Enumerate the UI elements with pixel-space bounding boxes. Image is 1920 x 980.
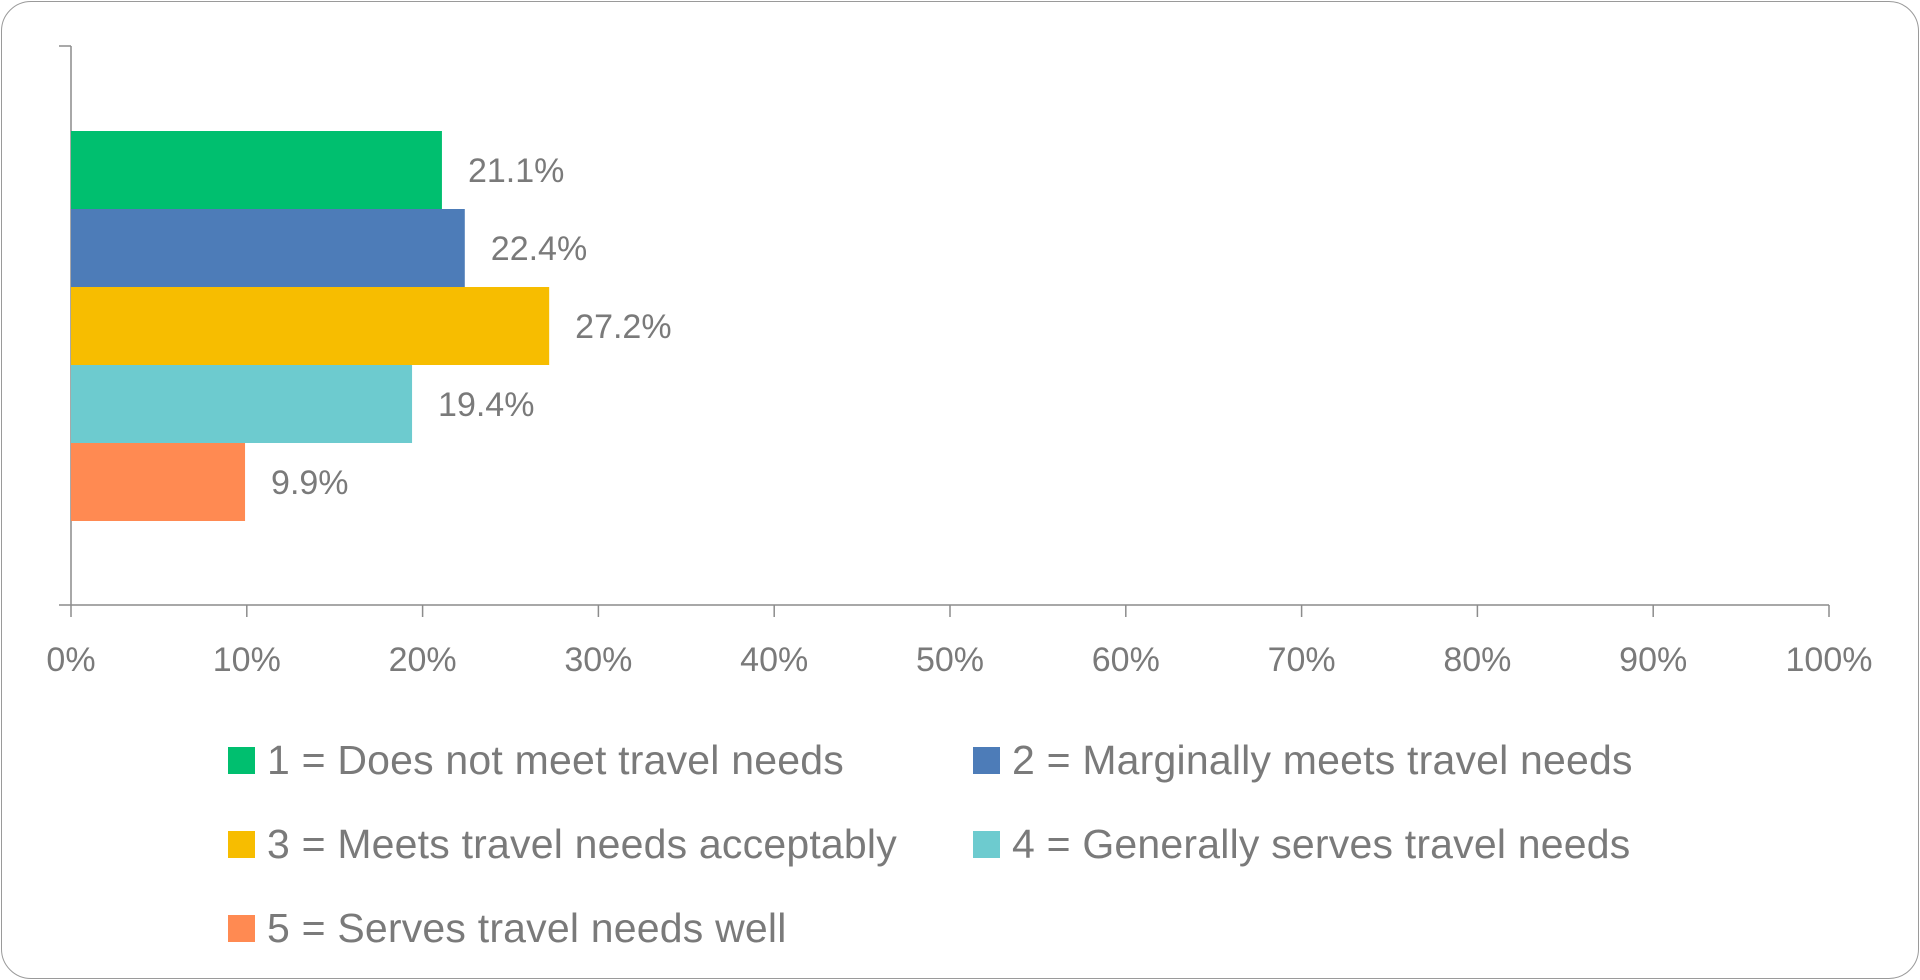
legend-item-3: 3 = Meets travel needs acceptably — [228, 821, 973, 868]
bar-5 — [71, 443, 246, 521]
legend-swatch-3 — [228, 830, 255, 858]
legend-row: 1 = Does not meet travel needs 2 = Margi… — [228, 718, 1788, 802]
x-tick-label: 0% — [46, 641, 95, 679]
legend-label-1: 1 = Does not meet travel needs — [267, 736, 844, 783]
bar-3 — [71, 287, 550, 365]
data-label-5: 9.9% — [271, 464, 349, 502]
x-tick-label: 30% — [564, 641, 632, 679]
x-tick-label: 10% — [213, 641, 281, 679]
bar-4 — [71, 365, 413, 443]
legend-item-4: 4 = Generally serves travel needs — [973, 821, 1631, 868]
legend-item-2: 2 = Marginally meets travel needs — [973, 737, 1633, 784]
legend-swatch-5 — [228, 914, 255, 942]
x-tick-label: 80% — [1443, 641, 1511, 679]
legend-label-2: 2 = Marginally meets travel needs — [1012, 736, 1633, 783]
x-tick-label: 20% — [389, 641, 457, 679]
legend-label-4: 4 = Generally serves travel needs — [1012, 820, 1631, 867]
data-label-2: 22.4% — [491, 230, 587, 268]
bar-1 — [71, 131, 442, 209]
data-label-4: 19.4% — [438, 386, 534, 424]
x-tick-label: 90% — [1619, 641, 1687, 679]
legend-item-1: 1 = Does not meet travel needs — [228, 737, 973, 784]
legend-row: 3 = Meets travel needs acceptably 4 = Ge… — [228, 802, 1788, 886]
x-tick-label: 40% — [740, 641, 808, 679]
legend: 1 = Does not meet travel needs 2 = Margi… — [228, 718, 1788, 970]
x-tick-label: 50% — [916, 641, 984, 679]
legend-swatch-2 — [973, 746, 1000, 774]
legend-swatch-4 — [973, 830, 1000, 858]
legend-row: 5 = Serves travel needs well — [228, 886, 1788, 970]
x-tick-label: 100% — [1786, 641, 1873, 679]
legend-label-3: 3 = Meets travel needs acceptably — [267, 820, 897, 867]
legend-label-5: 5 = Serves travel needs well — [267, 904, 787, 951]
bar-2 — [71, 209, 465, 287]
legend-swatch-1 — [228, 746, 255, 774]
x-tick-label: 70% — [1268, 641, 1336, 679]
data-label-3: 27.2% — [575, 308, 671, 346]
x-tick-label: 60% — [1092, 641, 1160, 679]
legend-item-5: 5 = Serves travel needs well — [228, 905, 973, 952]
data-label-1: 21.1% — [468, 152, 564, 190]
